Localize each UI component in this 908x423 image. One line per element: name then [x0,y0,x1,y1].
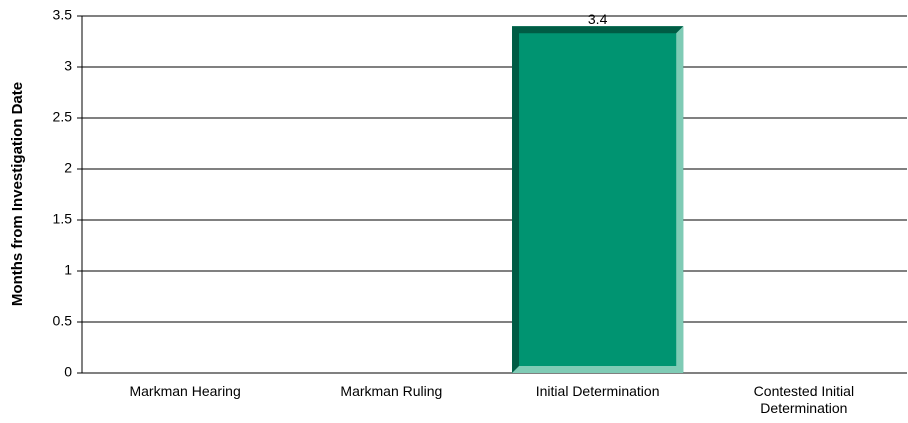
value-label: 3.4 [588,11,608,27]
y-tick-label: 3.5 [53,7,73,23]
y-tick-label: 0.5 [53,313,73,329]
x-tick-label: Markman Ruling [340,383,443,399]
x-tick-label: Contested Initial Determination [753,383,855,416]
x-tick-label: Markman Hearing [129,383,241,399]
y-axis-title: Months from Investigation Date [9,82,26,306]
y-tick-label: 3 [64,58,72,74]
y-tick-label: 1.5 [53,211,73,227]
bar-face [512,26,684,373]
y-tick-label: 2 [64,160,72,176]
bar [512,26,684,373]
y-tick-label: 2.5 [53,109,73,125]
x-tick-label: Initial Determination [535,383,660,399]
y-tick-label: 1 [64,262,72,278]
y-tick-label: 0 [64,364,72,380]
